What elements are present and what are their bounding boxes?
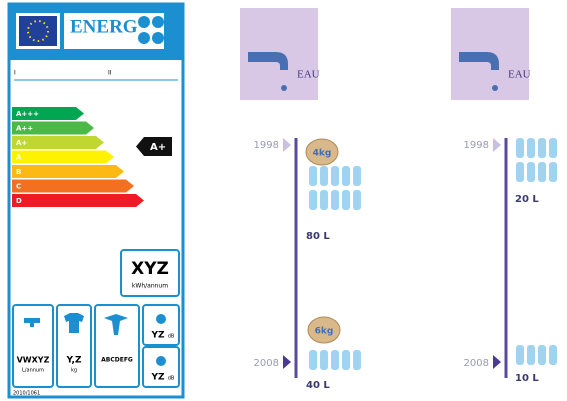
bottle <box>342 190 350 210</box>
year-arrow <box>283 138 291 152</box>
brand: ENERG <box>70 16 138 37</box>
year: 1998 <box>254 140 279 151</box>
class-label: B <box>16 168 21 176</box>
bottle <box>309 190 317 210</box>
water-amount: 80 L <box>306 231 330 242</box>
water-label: EAU <box>297 69 320 81</box>
year: 1998 <box>464 140 489 151</box>
bottle <box>549 345 557 365</box>
supplier-mark: I <box>14 70 16 77</box>
year: 2008 <box>254 358 279 369</box>
bottle <box>342 166 350 186</box>
class-label: A <box>16 154 22 162</box>
bottle <box>353 350 361 370</box>
noise: YZ <box>150 331 165 341</box>
bottle <box>538 138 546 158</box>
spin-class: ABCDEFG <box>101 357 133 364</box>
consumption-unit: kWh/annum <box>132 283 168 290</box>
bottle <box>320 190 328 210</box>
bottle <box>516 345 524 365</box>
bottle <box>538 345 546 365</box>
noise-icon <box>156 356 166 366</box>
class-label: A+ <box>16 139 27 147</box>
bottle <box>309 350 317 370</box>
bottle <box>320 166 328 186</box>
bottle <box>527 162 535 182</box>
noise-icon <box>156 314 166 324</box>
water-unit: L/annum <box>22 368 44 374</box>
class-arrow <box>12 165 124 178</box>
energy-label: ENERG I II A+++ A++ A+ ABCD A+ XYZ kWh/annu… <box>9 4 183 397</box>
class-arrow <box>12 180 134 193</box>
class-label: A+++ <box>16 110 39 118</box>
bottle <box>342 350 350 370</box>
regulation: 2010/1061 <box>13 391 40 397</box>
bottle <box>331 350 339 370</box>
consumption: XYZ <box>131 259 169 279</box>
load: 6kg <box>315 327 334 337</box>
year-arrow <box>283 355 291 369</box>
icon <box>138 16 150 28</box>
bottle <box>527 345 535 365</box>
noise-unit: dB <box>168 334 175 340</box>
capacity: Y,Z <box>66 356 82 366</box>
class-arrow <box>12 151 114 164</box>
capacity-unit: kg <box>71 368 77 374</box>
bottle <box>353 190 361 210</box>
icon <box>138 32 150 44</box>
water-box <box>13 305 53 387</box>
class-arrow <box>12 194 144 207</box>
drop <box>281 85 287 91</box>
noise: YZ <box>150 373 165 383</box>
water: VWXYZ <box>17 356 50 365</box>
bottle <box>309 166 317 186</box>
rating: A+ <box>150 142 166 153</box>
water-amount: 40 L <box>306 380 330 391</box>
class-label: A++ <box>16 125 33 133</box>
bottle <box>516 138 524 158</box>
water-amount: 10 L <box>515 373 539 384</box>
icon <box>152 32 164 44</box>
bottle <box>353 166 361 186</box>
noise-unit: dB <box>168 376 175 382</box>
year: 2008 <box>464 358 489 369</box>
drop <box>492 85 498 91</box>
class-label: C <box>16 183 21 191</box>
year-arrow <box>493 138 501 152</box>
bottle <box>549 162 557 182</box>
water-label: EAU <box>508 69 531 81</box>
year-arrow <box>493 355 501 369</box>
class-label: D <box>16 197 22 205</box>
bottle <box>320 350 328 370</box>
bottle <box>331 166 339 186</box>
bottle <box>538 162 546 182</box>
infographic: ENERG I II A+++ A++ A+ ABCD A+ XYZ kWh/annu… <box>0 0 567 401</box>
bottle <box>331 190 339 210</box>
bottle <box>549 138 557 158</box>
water-amount: 20 L <box>515 194 539 205</box>
load: 4kg <box>313 149 332 159</box>
bottle <box>516 162 524 182</box>
icon <box>152 16 164 28</box>
model-mark: II <box>108 70 112 77</box>
bottle <box>527 138 535 158</box>
